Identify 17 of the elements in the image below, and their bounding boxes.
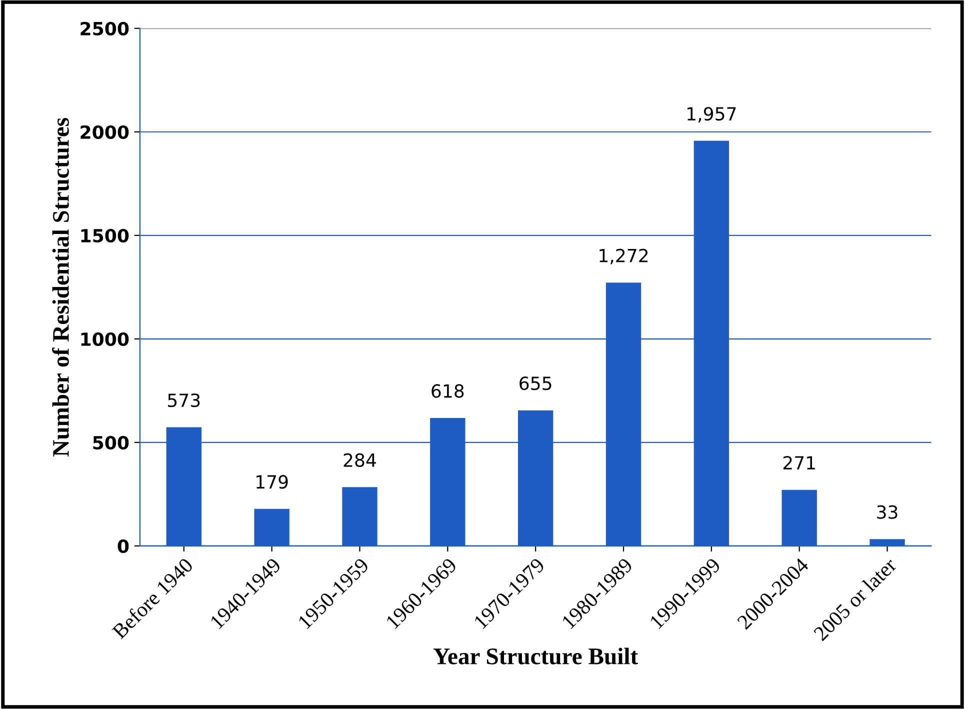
data-label: 179 [256,475,288,489]
x-axis-title: Year Structure Built [433,648,638,664]
y-tick-label: 500 [93,436,129,450]
y-tick-label: 0 [118,539,129,554]
y-axis-title: Number of Residential Structures [52,118,69,456]
data-label: 1,957 [688,106,736,122]
data-label: 284 [344,453,376,467]
data-label: 618 [432,384,464,398]
data-label: 33 [877,505,898,519]
data-label: 573 [168,393,200,408]
y-tick-label: 2000 [80,125,129,139]
data-label: 1,272 [600,248,648,264]
y-tick-label: 2500 [80,22,129,36]
y-tick-label: 1000 [81,332,129,346]
data-label: 655 [520,376,552,390]
data-label: 271 [783,456,815,470]
y-tick-label: 1500 [81,228,129,243]
